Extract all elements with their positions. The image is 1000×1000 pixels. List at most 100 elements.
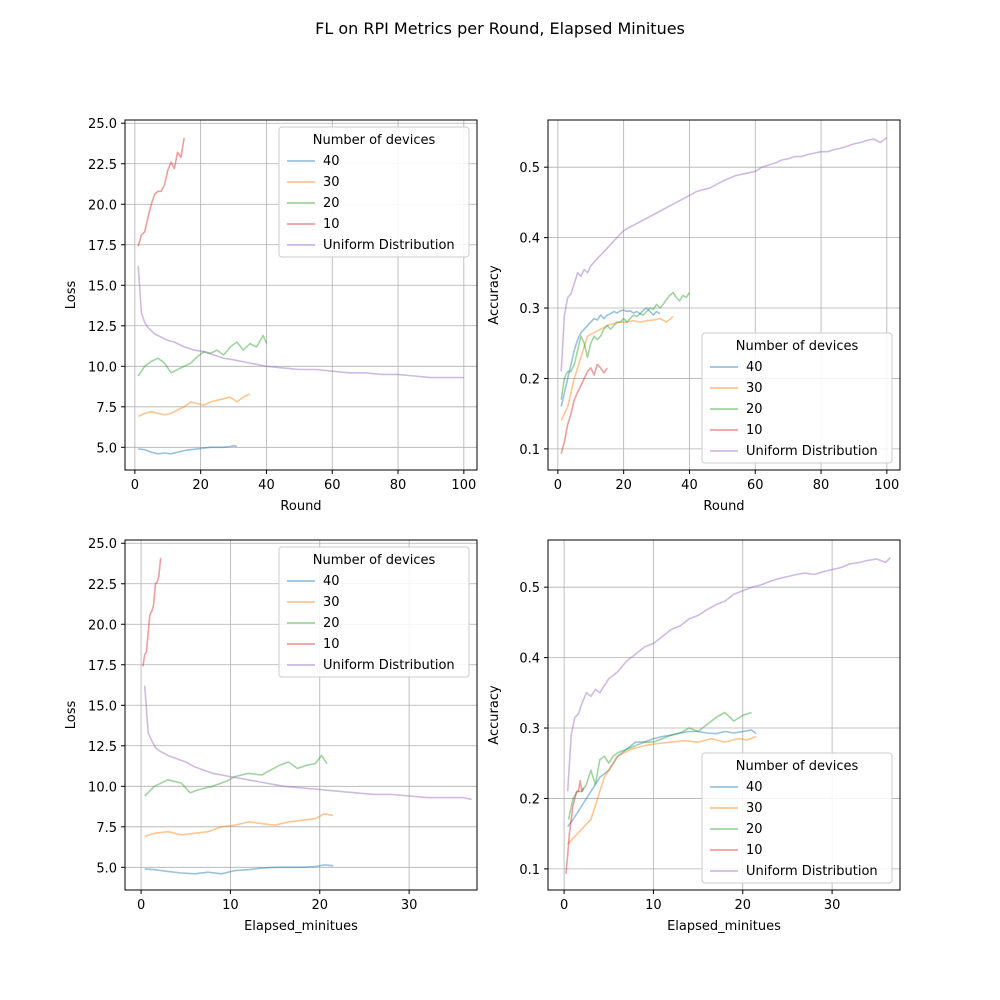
- series-line-30: [567, 735, 757, 845]
- x-tick-label: 0: [554, 478, 562, 493]
- plot-area-frame: [547, 119, 901, 471]
- y-tick-label: 15.0: [88, 699, 117, 714]
- series-line-40: [138, 444, 238, 455]
- x-tick-label: 20: [734, 898, 751, 913]
- y-tick-label: 0.5: [519, 161, 540, 176]
- x-tick-label: 100: [874, 478, 899, 493]
- y-tick-label: 0.3: [519, 722, 540, 737]
- x-axis-label: Elapsed_minitues: [244, 919, 358, 934]
- legend: Number of devices 40 30 20 10 Uniform Distrib…: [278, 126, 470, 258]
- subplot-1: 0 20 40 60 80 100 5.0 7.5 10.0 12.5 15.0 17.5 20.0 22…: [64, 117, 478, 514]
- x-tick-label: 10: [645, 898, 662, 913]
- y-tick-label: 10.0: [88, 360, 117, 375]
- legend-entry: 20: [746, 402, 763, 417]
- y-tick-label: 25.0: [88, 537, 117, 552]
- subplot-2: 0 20 40 60 80 100 0.1 0.2 0.3 0.4 0.5 Round Accuracy…: [487, 119, 901, 514]
- y-axis-label: Loss: [64, 281, 79, 310]
- y-tick-label: 17.5: [88, 239, 117, 254]
- legend-entry: 40: [323, 154, 340, 169]
- y-tick-label: 7.5: [96, 821, 117, 836]
- y-tick-label: 22.5: [88, 158, 117, 173]
- y-tick-label: 0.4: [519, 232, 540, 247]
- plot-area-frame: [124, 539, 478, 891]
- series-line-uniform-distribution: [566, 557, 891, 792]
- series-line-30: [137, 393, 251, 418]
- y-tick-label: 20.0: [88, 618, 117, 633]
- y-tick-label: 0.4: [519, 652, 540, 667]
- x-axis-label: Elapsed_minitues: [667, 919, 781, 934]
- legend-entry: 10: [746, 423, 763, 438]
- y-tick-label: 17.5: [88, 659, 117, 674]
- subplot-3: 0 10 20 30 5.0 7.5 10.0 12.5 15.0 17.5 20.0 22.5 25.…: [64, 537, 478, 934]
- legend-entry: 10: [746, 843, 763, 858]
- y-tick-label: 12.5: [88, 320, 117, 335]
- legend-box: [278, 546, 470, 678]
- series-line-20: [567, 711, 752, 820]
- legend-entry: 20: [323, 196, 340, 211]
- series-line-20: [137, 334, 268, 377]
- x-tick-label: 0: [131, 478, 139, 493]
- y-tick-label: 12.5: [88, 740, 117, 755]
- series-line-20: [560, 291, 691, 400]
- y-tick-label: 15.0: [88, 279, 117, 294]
- series-line-20: [144, 754, 328, 797]
- legend-title: Number of devices: [736, 339, 859, 354]
- series-line-10: [560, 363, 608, 455]
- y-axis-label: Loss: [64, 701, 79, 730]
- legend-entry: 20: [323, 616, 340, 631]
- subplot-4: 0 10 20 30 0.1 0.2 0.3 0.4 0.5 Elapsed_minitues Ac…: [487, 539, 901, 934]
- series-line-10: [137, 137, 185, 247]
- legend-title: Number of devices: [736, 759, 859, 774]
- legend-entry: 30: [746, 801, 763, 816]
- x-axis-label: Round: [280, 499, 321, 514]
- plot-area-frame: [547, 539, 901, 891]
- series-line-30: [560, 315, 674, 422]
- x-tick-label: 60: [324, 478, 341, 493]
- y-tick-label: 0.2: [519, 372, 540, 387]
- y-axis-label: Accuracy: [487, 685, 502, 745]
- series-line-40: [567, 729, 757, 828]
- series-line-10: [565, 779, 585, 874]
- plot-area-frame: [124, 119, 478, 471]
- series-line-10: [142, 557, 162, 667]
- y-tick-label: 7.5: [96, 401, 117, 416]
- series-line-40: [144, 864, 334, 875]
- series-line-40: [560, 307, 661, 407]
- x-tick-label: 60: [747, 478, 764, 493]
- x-axis-label: Round: [703, 499, 744, 514]
- legend: Number of devices 40 30 20 10 Uniform Distrib…: [701, 752, 893, 884]
- legend-entry: Uniform Distribution: [323, 658, 455, 673]
- legend-box: [701, 332, 893, 464]
- y-tick-label: 20.0: [88, 198, 117, 213]
- y-tick-label: 0.3: [519, 302, 540, 317]
- legend-title: Number of devices: [313, 553, 436, 568]
- x-tick-label: 20: [192, 478, 209, 493]
- legend-entry: 10: [323, 637, 340, 652]
- legend-box: [701, 752, 893, 884]
- x-tick-label: 80: [390, 478, 407, 493]
- x-tick-label: 0: [137, 898, 145, 913]
- y-tick-label: 0.2: [519, 792, 540, 807]
- legend-entry: 40: [746, 360, 763, 375]
- legend-entry: Uniform Distribution: [746, 444, 878, 459]
- legend-entry: 20: [746, 822, 763, 837]
- x-tick-label: 20: [615, 478, 632, 493]
- x-tick-label: 30: [824, 898, 841, 913]
- x-tick-label: 20: [311, 898, 328, 913]
- legend-entry: 40: [746, 780, 763, 795]
- y-tick-label: 22.5: [88, 578, 117, 593]
- y-axis-label: Accuracy: [487, 265, 502, 325]
- x-tick-label: 100: [451, 478, 476, 493]
- x-tick-label: 80: [813, 478, 830, 493]
- y-tick-label: 10.0: [88, 780, 117, 795]
- legend: Number of devices 40 30 20 10 Uniform Distrib…: [278, 546, 470, 678]
- series-line-uniform-distribution: [143, 685, 472, 801]
- x-tick-label: 10: [222, 898, 239, 913]
- x-tick-label: 40: [258, 478, 275, 493]
- legend-entry: 10: [323, 217, 340, 232]
- legend-entry: Uniform Distribution: [323, 238, 455, 253]
- legend-box: [278, 126, 470, 258]
- y-tick-label: 0.1: [519, 443, 540, 458]
- legend-entry: 40: [323, 574, 340, 589]
